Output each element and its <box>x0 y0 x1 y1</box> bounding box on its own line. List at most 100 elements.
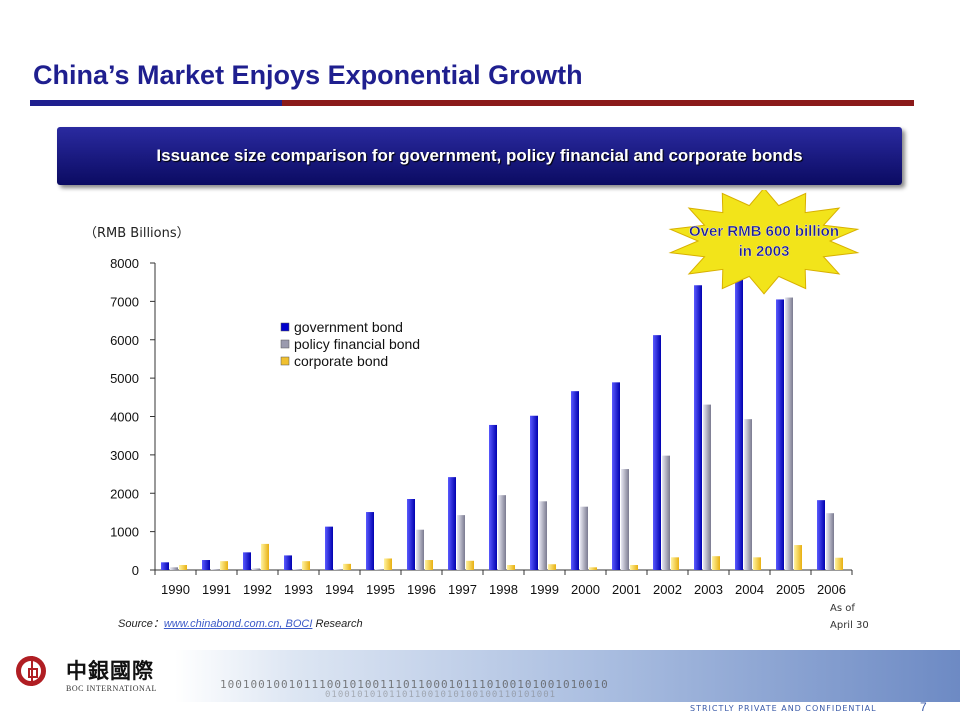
source-prefix: Source： <box>118 618 164 630</box>
bar-corporate-bond-2004 <box>753 557 761 570</box>
bar-corporate-bond-1997 <box>466 560 474 570</box>
bar-corporate-bond-2005 <box>794 545 802 570</box>
bar-government-bond-1998 <box>489 424 497 570</box>
legend-swatch <box>280 356 290 366</box>
bar-policy-financial-bond-1991 <box>211 569 219 570</box>
title-underline-red <box>282 100 914 106</box>
x-tick-label: 1998 <box>489 582 518 597</box>
chart-banner: Issuance size comparison for government,… <box>57 127 902 185</box>
bar-policy-financial-bond-1993 <box>293 569 301 570</box>
bar-government-bond-1991 <box>202 560 210 570</box>
x-tick-label: 1996 <box>407 582 436 597</box>
y-tick-label: 2000 <box>110 486 139 501</box>
x-tick-label: 2001 <box>612 582 641 597</box>
bar-government-bond-2006 <box>817 500 825 570</box>
bar-government-bond-1999 <box>530 415 538 570</box>
callout-line-1: Over RMB 600 billion <box>689 223 839 240</box>
callout-star-shape <box>668 190 860 295</box>
bar-policy-financial-bond-1994 <box>334 569 342 570</box>
bar-corporate-bond-2006 <box>835 557 843 570</box>
logo-chinese-name: 中銀國際 <box>66 658 154 683</box>
bar-corporate-bond-1993 <box>302 561 310 570</box>
as-of-line-2: April 30 <box>830 620 869 631</box>
x-tick-label: 1993 <box>284 582 313 597</box>
y-tick-label: 3000 <box>110 448 139 463</box>
x-tick-label: 2003 <box>694 582 723 597</box>
bar-policy-financial-bond-2002 <box>662 455 670 570</box>
x-tick-label: 1994 <box>325 582 354 597</box>
bar-corporate-bond-2001 <box>630 565 638 570</box>
legend-label: policy financial bond <box>294 336 420 352</box>
callout-line-2: in 2003 <box>739 243 790 260</box>
x-tick-label: 2000 <box>571 582 600 597</box>
source-suffix: Research <box>312 618 363 630</box>
bar-government-bond-2000 <box>571 391 579 570</box>
bar-policy-financial-bond-2006 <box>826 513 834 570</box>
footer-decorative-banner: 1001001001011100101001110110001011101001… <box>175 650 960 702</box>
bar-corporate-bond-2000 <box>589 567 597 570</box>
y-tick-label: 6000 <box>110 333 139 348</box>
title-underline-blue <box>30 100 282 106</box>
y-tick-label: 5000 <box>110 371 139 386</box>
bar-government-bond-2003 <box>694 285 702 570</box>
boc-logo-icon <box>16 656 46 686</box>
bond-issuance-chart: 0 1000 2000 3000 4000 5000 6000 7000 8000 1990 199… <box>110 190 860 597</box>
bar-corporate-bond-2003 <box>712 556 720 570</box>
bar-policy-financial-bond-1990 <box>170 567 178 570</box>
source-link[interactable]: www.chinabond.com.cn, BOCI <box>163 618 313 630</box>
bar-government-bond-2001 <box>612 382 620 570</box>
bar-government-bond-2004 <box>735 272 743 570</box>
bar-corporate-bond-1999 <box>548 564 556 570</box>
y-tick-label: 8000 <box>110 256 139 271</box>
bar-policy-financial-bond-1992 <box>252 568 260 570</box>
legend-swatch <box>280 322 290 332</box>
x-tick-label: 1999 <box>530 582 559 597</box>
bar-policy-financial-bond-1998 <box>498 495 506 570</box>
confidential-notice: STRICTLY PRIVATE AND CONFIDENTIAL <box>690 704 877 713</box>
bar-policy-financial-bond-2003 <box>703 404 711 570</box>
x-tick-label: 1991 <box>202 582 231 597</box>
y-tick-label: 1000 <box>110 525 139 540</box>
bar-policy-financial-bond-2005 <box>785 297 793 570</box>
bar-government-bond-1993 <box>284 555 292 570</box>
bar-policy-financial-bond-1995 <box>375 569 383 570</box>
x-tick-label: 1995 <box>366 582 395 597</box>
legend-label: government bond <box>294 319 403 335</box>
legend-swatch <box>280 339 290 349</box>
bar-corporate-bond-2002 <box>671 557 679 570</box>
bar-policy-financial-bond-1996 <box>416 529 424 570</box>
bar-government-bond-2005 <box>776 299 784 570</box>
bar-corporate-bond-1996 <box>425 560 433 570</box>
x-tick-label: 2002 <box>653 582 682 597</box>
x-tick-label: 2004 <box>735 582 764 597</box>
unit-label: （RMB Billions） <box>84 226 190 241</box>
bar-corporate-bond-1998 <box>507 565 515 570</box>
source-note: Source：www.chinabond.com.cn, BOCI Resear… <box>118 615 363 631</box>
y-tick-label: 0 <box>132 563 139 578</box>
chart-layer: 0 1000 2000 3000 4000 5000 6000 7000 8000 1990 199… <box>110 256 853 597</box>
callout-burst: Over RMB 600 billion in 2003 <box>668 190 860 295</box>
as-of-note: As of April 30 <box>830 600 869 634</box>
bar-government-bond-1997 <box>448 477 456 570</box>
banner-text: Issuance size comparison for government,… <box>156 146 803 165</box>
bar-policy-financial-bond-1997 <box>457 515 465 570</box>
page-title: China’s Market Enjoys Exponential Growth <box>33 60 583 90</box>
bar-government-bond-1992 <box>243 552 251 570</box>
bar-policy-financial-bond-1999 <box>539 501 547 570</box>
bar-policy-financial-bond-2004 <box>744 419 752 570</box>
x-tick-label: 1997 <box>448 582 477 597</box>
bar-government-bond-1990 <box>161 562 169 570</box>
binary-decoration: 1001001001011100101001110110001011101001… <box>220 678 609 691</box>
x-tick-label: 2006 <box>817 582 846 597</box>
page-number: 7 <box>920 700 927 714</box>
bar-government-bond-1994 <box>325 526 333 570</box>
x-tick-label: 1992 <box>243 582 272 597</box>
bar-policy-financial-bond-2001 <box>621 469 629 570</box>
bar-government-bond-1995 <box>366 512 374 570</box>
bar-corporate-bond-1991 <box>220 561 228 570</box>
bar-corporate-bond-1990 <box>179 565 187 570</box>
bar-policy-financial-bond-2000 <box>580 506 588 570</box>
x-tick-label: 2005 <box>776 582 805 597</box>
bar-corporate-bond-1994 <box>343 563 351 570</box>
bar-corporate-bond-1995 <box>384 558 392 570</box>
